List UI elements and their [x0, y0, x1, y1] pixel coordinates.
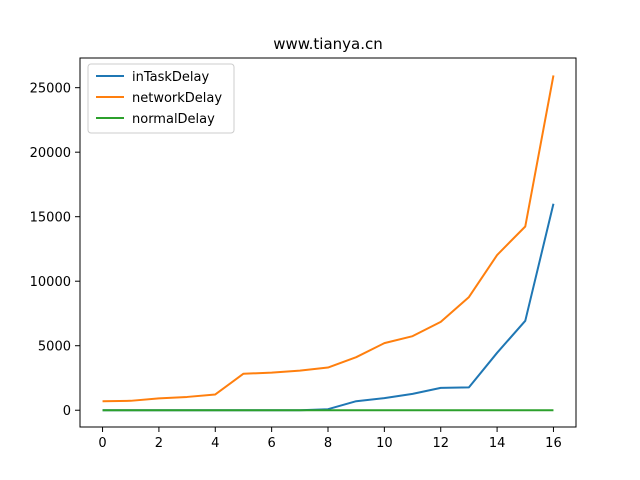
x-tick-label: 6	[267, 436, 275, 451]
x-tick-label: 8	[324, 436, 332, 451]
legend-label-networkDelay: networkDelay	[132, 91, 222, 106]
plot-area	[102, 75, 555, 412]
y-tick-label: 20000	[30, 146, 71, 161]
legend-label-normalDelay: normalDelay	[132, 112, 215, 127]
y-tick-label: 0	[63, 404, 71, 419]
x-tick-label: 10	[376, 436, 393, 451]
x-tick-label: 2	[155, 436, 163, 451]
y-tick-label: 5000	[38, 340, 71, 355]
series-line-networkDelay	[102, 75, 555, 403]
x-tick-label: 16	[545, 436, 562, 451]
x-tick-label: 12	[432, 436, 449, 451]
legend-box	[87, 63, 235, 134]
y-tick-label: 15000	[30, 211, 71, 226]
y-tick-label: 10000	[30, 275, 71, 290]
axes: 0 2 4 6 8 10 12 14 16 0 5000 10000 15000 20000 25000	[30, 57, 577, 451]
chart-title: www.tianya.cn	[273, 35, 383, 53]
x-tick-label: 0	[98, 436, 106, 451]
x-tick-label: 14	[489, 436, 506, 451]
series-line-inTaskDelay	[102, 203, 555, 412]
legend-label-inTaskDelay: inTaskDelay	[132, 70, 209, 85]
legend: inTaskDelay networkDelay normalDelay	[87, 63, 235, 134]
x-tick-label: 4	[211, 436, 219, 451]
y-tick-label: 25000	[30, 82, 71, 97]
